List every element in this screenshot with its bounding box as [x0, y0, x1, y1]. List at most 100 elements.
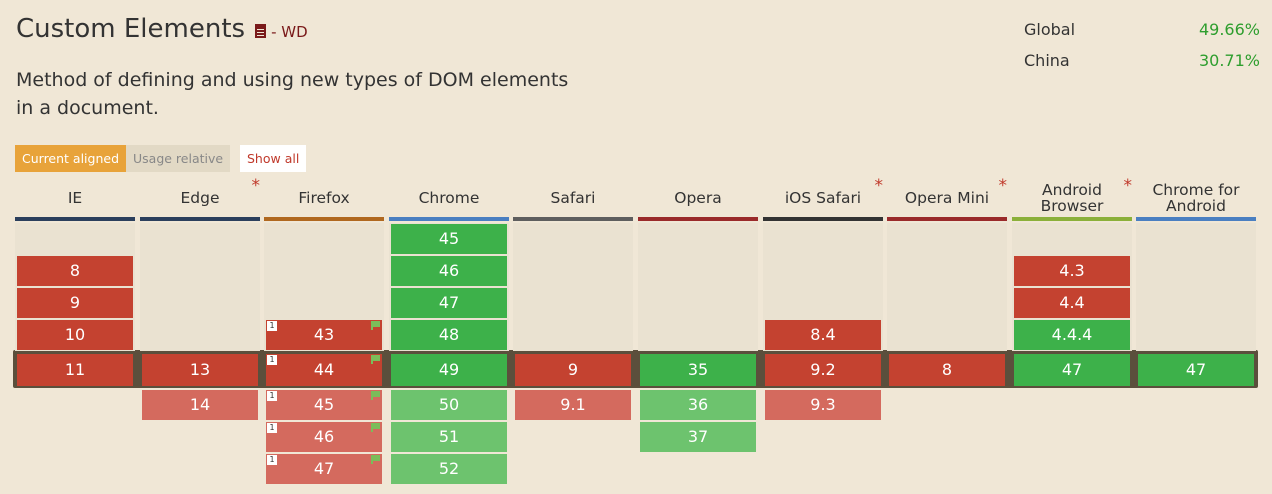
- past-versions-area: [513, 223, 633, 351]
- browser-name: Safari: [550, 188, 596, 207]
- version-cell[interactable]: 4.3: [1014, 256, 1130, 286]
- version-label: 13: [189, 360, 211, 379]
- version-cell[interactable]: 4.4: [1014, 288, 1130, 318]
- stat-global: Global 49.66%: [1024, 20, 1260, 51]
- version-cell[interactable]: 9.3: [765, 390, 881, 420]
- version-cell[interactable]: 8.4: [765, 320, 881, 350]
- notes-asterisk[interactable]: *: [998, 176, 1008, 196]
- past-versions-area: [140, 223, 260, 351]
- note-marker: 1: [267, 391, 277, 401]
- document-icon[interactable]: [255, 24, 267, 38]
- browser-name: Edge: [180, 188, 220, 207]
- version-label: 8: [69, 261, 81, 280]
- browser-column: Chrome for Android 47: [1136, 178, 1256, 386]
- version-cell[interactable]: 50: [391, 390, 507, 420]
- version-label: 9: [567, 360, 579, 379]
- current-version-cell[interactable]: 8: [889, 354, 1005, 386]
- version-cell[interactable]: 47 1: [266, 454, 382, 484]
- spec-status[interactable]: - WD: [271, 23, 308, 41]
- current-version-cell[interactable]: 49: [391, 354, 507, 386]
- version-label: 45: [438, 229, 460, 248]
- version-label: 14: [189, 395, 211, 414]
- browser-column: IE 8 9 10 11: [15, 178, 135, 386]
- view-mode-toggle: Current aligned Usage relative: [15, 145, 231, 172]
- browser-header: iOS Safari *: [763, 178, 883, 221]
- version-cell[interactable]: 4.4.4: [1014, 320, 1130, 350]
- version-cell[interactable]: 10: [17, 320, 133, 350]
- browser-name: Chrome for Android: [1152, 180, 1240, 215]
- browser-header: Chrome for Android: [1136, 178, 1256, 221]
- current-version-cell[interactable]: 11: [17, 354, 133, 386]
- version-label: 45: [313, 395, 335, 414]
- browser-column: Chrome 45 46 47 48 49 50 51 52: [389, 178, 509, 484]
- notes-asterisk[interactable]: *: [874, 176, 884, 196]
- current-version-cell[interactable]: 35: [640, 354, 756, 386]
- version-label: 36: [687, 395, 709, 414]
- version-cell[interactable]: 47: [391, 288, 507, 318]
- version-cell[interactable]: 43 1: [266, 320, 382, 350]
- notes-asterisk[interactable]: *: [251, 176, 261, 196]
- version-cell[interactable]: 9.1: [515, 390, 631, 420]
- version-cell[interactable]: 48: [391, 320, 507, 350]
- browser-header: Safari: [513, 178, 633, 221]
- current-version-cell[interactable]: 47: [1138, 354, 1254, 386]
- usage-stats: Global 49.66% China 30.71%: [1024, 20, 1260, 82]
- version-cell[interactable]: 45: [391, 224, 507, 254]
- note-marker: 1: [267, 355, 277, 365]
- flag-icon: [371, 355, 380, 364]
- page-title: Custom Elements: [16, 14, 246, 44]
- version-label: 47: [438, 293, 460, 312]
- stat-value: 49.66%: [1198, 20, 1260, 39]
- note-marker: 1: [267, 321, 277, 331]
- version-cell[interactable]: 14: [142, 390, 258, 420]
- current-version-cell[interactable]: 9.2: [765, 354, 881, 386]
- flag-icon: [371, 391, 380, 400]
- browser-name: Android Browser: [1040, 180, 1104, 215]
- current-version-cell[interactable]: 47: [1014, 354, 1130, 386]
- version-label: 4.3: [1059, 261, 1085, 280]
- browser-name: Opera: [674, 188, 722, 207]
- version-label: 47: [1061, 360, 1083, 379]
- browser-name: Firefox: [298, 188, 350, 207]
- past-versions-area: [887, 223, 1007, 351]
- version-cell[interactable]: 9: [17, 288, 133, 318]
- version-label: 8: [941, 360, 953, 379]
- version-label: 51: [438, 427, 460, 446]
- browser-header: Opera: [638, 178, 758, 221]
- usage-relative-button[interactable]: Usage relative: [126, 145, 231, 172]
- version-cell[interactable]: 51: [391, 422, 507, 452]
- past-versions-area: [1136, 223, 1256, 351]
- version-cell[interactable]: 8: [17, 256, 133, 286]
- version-cell[interactable]: 46 1: [266, 422, 382, 452]
- show-all-button[interactable]: Show all: [240, 145, 307, 172]
- current-version-cell[interactable]: 9: [515, 354, 631, 386]
- flag-icon: [371, 423, 380, 432]
- version-label: 47: [313, 459, 335, 478]
- current-aligned-button[interactable]: Current aligned: [15, 145, 127, 172]
- version-label: 9.2: [810, 360, 836, 379]
- version-cell[interactable]: 45 1: [266, 390, 382, 420]
- stat-value: 30.71%: [1198, 51, 1260, 70]
- stat-label: Global: [1024, 20, 1076, 39]
- flag-icon: [371, 455, 380, 464]
- notes-asterisk[interactable]: *: [1123, 176, 1133, 196]
- browser-column: Firefox 43 1 44 1 45 1 46 1 47 1: [264, 178, 384, 484]
- version-cell[interactable]: 52: [391, 454, 507, 484]
- stat-label: China: [1024, 51, 1070, 70]
- version-cell[interactable]: 36: [640, 390, 756, 420]
- version-cell[interactable]: 37: [640, 422, 756, 452]
- version-label: 52: [438, 459, 460, 478]
- version-label: 48: [438, 325, 460, 344]
- past-versions-area: [638, 223, 758, 351]
- browser-header: Opera Mini *: [887, 178, 1007, 221]
- version-cell[interactable]: 46: [391, 256, 507, 286]
- browser-header: Firefox: [264, 178, 384, 221]
- version-label: 46: [438, 261, 460, 280]
- browser-name: iOS Safari: [784, 188, 862, 207]
- version-label: 46: [313, 427, 335, 446]
- version-label: 35: [687, 360, 709, 379]
- browser-name: Opera Mini: [904, 188, 990, 207]
- current-version-cell[interactable]: 13: [142, 354, 258, 386]
- browser-header: IE: [15, 178, 135, 221]
- current-version-cell[interactable]: 44 1: [266, 354, 382, 386]
